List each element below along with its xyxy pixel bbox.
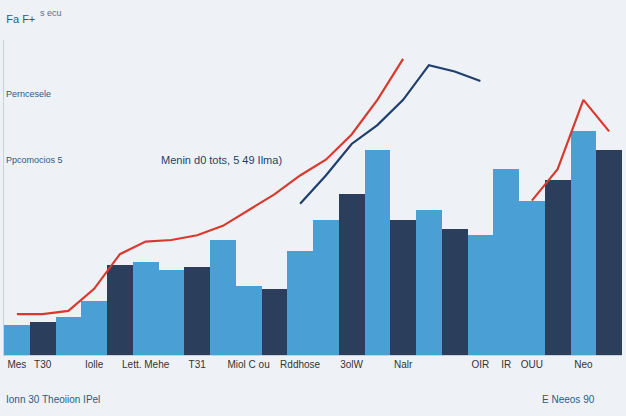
- svg-text:E Neeos 90: E Neeos 90: [542, 394, 595, 405]
- svg-text:Rddhose: Rddhose: [280, 359, 320, 370]
- svg-text:T31: T31: [189, 359, 207, 370]
- svg-text:IR: IR: [501, 359, 511, 370]
- svg-text:T30: T30: [34, 359, 52, 370]
- svg-text:Neo: Neo: [574, 359, 593, 370]
- svg-text:Mes: Mes: [7, 359, 26, 370]
- svg-text:OIR: OIR: [471, 359, 489, 370]
- svg-text:OUU: OUU: [521, 359, 543, 370]
- svg-text:Nalr: Nalr: [394, 359, 413, 370]
- svg-text:Iolle: Iolle: [85, 359, 104, 370]
- svg-text:Ppcomocios 5: Ppcomocios 5: [6, 155, 63, 165]
- svg-text:Miol C ou: Miol C ou: [228, 359, 270, 370]
- svg-text:Perncesele: Perncesele: [6, 89, 51, 99]
- svg-text:Ionn 30 Theoiion IPel: Ionn 30 Theoiion IPel: [6, 394, 100, 405]
- svg-text:s ecu: s ecu: [40, 8, 62, 18]
- svg-text:Lett. Mehe: Lett. Mehe: [122, 359, 170, 370]
- svg-text:3olW: 3olW: [340, 359, 363, 370]
- svg-text:Fa F+: Fa F+: [6, 13, 35, 25]
- svg-text:Menin d0 tots, 5 49 Ilma): Menin d0 tots, 5 49 Ilma): [161, 154, 282, 166]
